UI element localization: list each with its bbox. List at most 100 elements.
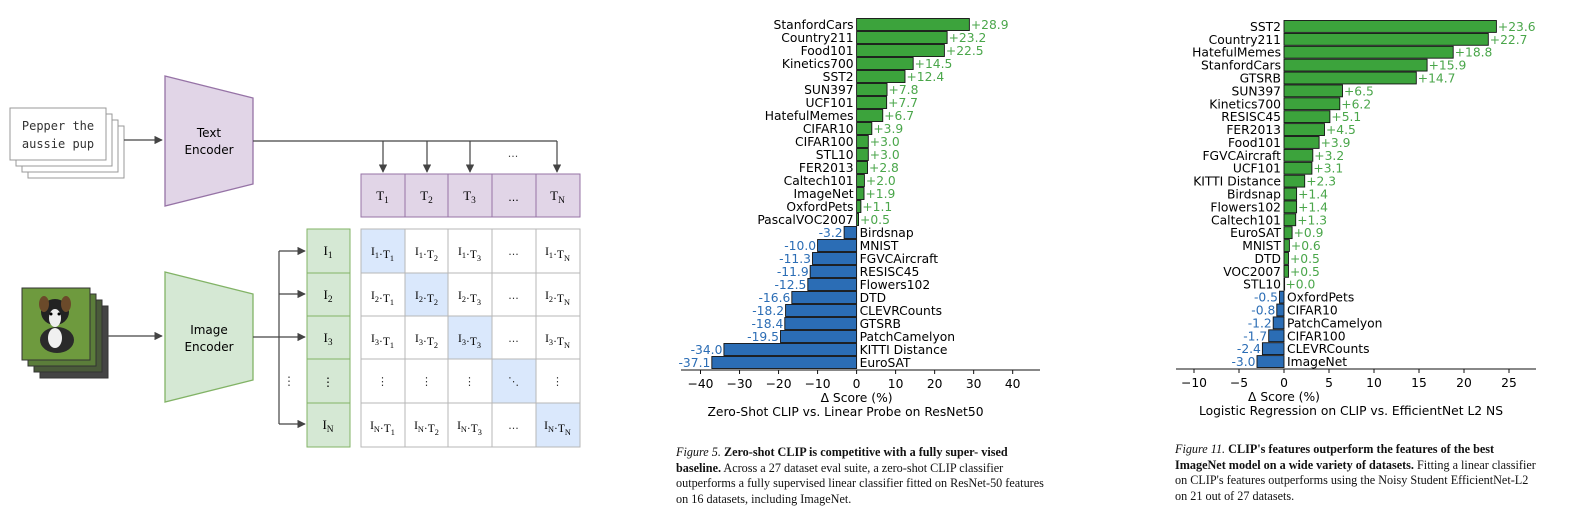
category-label: Caltech101 [784, 174, 854, 188]
bar-country211 [1283, 32, 1489, 46]
category-label: Kinetics700 [782, 57, 854, 71]
bar-country211 [856, 31, 948, 44]
value-label: -10.0 [784, 239, 816, 253]
matrix-cell-label: I2·T2 [415, 290, 438, 307]
category-label: RESISC45 [860, 265, 920, 279]
text-token-cell [535, 173, 581, 218]
x-tick-label: −10 [1181, 376, 1207, 390]
category-label: SST2 [823, 70, 854, 84]
value-label: -37.1 [678, 356, 710, 370]
value-label: +22.7 [1490, 33, 1528, 47]
value-label: +22.5 [946, 44, 984, 58]
bar-fgvcaircraft [1283, 148, 1314, 162]
category-label: GTSRB [860, 317, 901, 331]
value-label: -11.3 [779, 252, 811, 266]
x-tick-label: 20 [1456, 376, 1472, 390]
category-label: PascalVOC2007 [757, 213, 853, 227]
value-label: -0.5 [1254, 291, 1278, 305]
matrix-cell-label: ... [508, 332, 519, 345]
x-tick-label: −5 [1230, 376, 1248, 390]
value-label: +3.9 [873, 122, 903, 136]
value-label: +7.7 [888, 96, 918, 110]
x-tick-label: 0 [853, 377, 861, 391]
bar-gtsrb [784, 317, 858, 330]
chart-logreg-clip-vs-efficientnet: SST2 +23.6 Country211 +22.7 HatefulMemes +18.… [1176, 20, 1536, 418]
clip-diagram: Pepper the aussie pup Text Encoder ... [9, 75, 581, 448]
chart-subtitle: Logistic Regression on CLIP vs. Efficien… [1199, 404, 1503, 418]
bar-flowers102 [1283, 200, 1298, 214]
value-label: -18.4 [751, 317, 783, 331]
matrix-cell [491, 315, 537, 361]
category-label: EuroSAT [1230, 226, 1281, 240]
value-label: +1.3 [1297, 213, 1327, 227]
bar-fgvcaircraft [812, 252, 858, 265]
image-bus-vdots: ⋮ [283, 374, 295, 388]
category-label: FER2013 [1226, 123, 1281, 137]
bar-dtd [1283, 252, 1289, 265]
value-label: -3.0 [1232, 355, 1256, 369]
matrix-diagonal-cell [535, 402, 581, 448]
chart-zero-shot-vs-linear-probe: StanfordCars +28.9 Country211 +23.2 Food101 +… [678, 18, 1040, 419]
category-label: CIFAR10 [803, 122, 854, 136]
x-tick-label: 30 [966, 377, 982, 391]
matrix-cell-label: ⋮ [421, 375, 432, 388]
value-label: +0.0 [1286, 278, 1316, 292]
matrix-cell [404, 358, 450, 404]
category-label: STL10 [1243, 278, 1281, 292]
value-label: +3.2 [1314, 149, 1344, 163]
x-tick-label: −10 [805, 377, 831, 391]
matrix-cell-label: ⋱ [508, 375, 519, 388]
value-label: -19.5 [747, 330, 779, 344]
value-label: +18.8 [1455, 46, 1493, 60]
category-label: Food101 [1228, 136, 1281, 150]
text-token-label: ... [508, 191, 519, 204]
bar-sst2 [1283, 20, 1497, 33]
value-label: +2.8 [869, 161, 899, 175]
image-token-label: ⋮ [322, 375, 334, 389]
category-label: ImageNet [1287, 355, 1347, 369]
value-label: +0.9 [1294, 226, 1324, 240]
value-label: +1.1 [862, 200, 892, 214]
bar-kitti-distance [723, 343, 858, 356]
matrix-cell-label: ⋮ [377, 375, 388, 388]
category-label: Country211 [781, 31, 853, 45]
figure-11-bold: CLIP's features outperform the features … [1175, 442, 1495, 472]
bar-patchcamelyon [1272, 316, 1285, 330]
matrix-cell-label: I2·T3 [458, 290, 481, 307]
text-token-label: TN [550, 188, 565, 206]
image-token-label: I3 [323, 330, 332, 348]
bar-kitti-distance [1283, 174, 1306, 188]
matrix-cell-label: I2·T1 [371, 290, 394, 307]
category-label: CIFAR10 [1287, 304, 1338, 318]
text-token-label: T1 [376, 188, 389, 206]
matrix-cell-label: ⋮ [464, 375, 475, 388]
category-label: DTD [860, 291, 886, 305]
value-label: +3.1 [1313, 162, 1343, 176]
value-label: -3.2 [819, 226, 843, 240]
x-axis-title: Δ Score (%) [1248, 390, 1320, 404]
text-encoder-shape [164, 75, 254, 207]
category-label: SUN397 [804, 83, 853, 97]
matrix-cell [447, 272, 493, 318]
bar-patchcamelyon [780, 330, 858, 343]
category-label: PatchCamelyon [1287, 316, 1382, 330]
value-label: -18.2 [752, 304, 784, 318]
category-label: KITTI Distance [860, 343, 948, 357]
category-label: VOC2007 [1223, 265, 1281, 279]
category-label: RESISC45 [1221, 110, 1281, 124]
bar-caltech101 [1283, 213, 1297, 227]
matrix-cell-label: I3·T2 [415, 333, 438, 350]
value-label: -2.4 [1237, 342, 1261, 356]
value-label: -34.0 [691, 343, 723, 357]
value-label: +2.0 [866, 174, 896, 188]
bar-sun397 [1283, 84, 1343, 98]
figure-11-label: Figure 11. [1175, 442, 1226, 456]
bar-sun397 [856, 83, 888, 96]
bar-sst2 [856, 70, 906, 83]
text-token-cell [491, 173, 537, 218]
category-label: FGVCAircraft [860, 252, 939, 266]
category-label: PatchCamelyon [860, 330, 955, 344]
category-label: FER2013 [799, 161, 854, 175]
category-label: CIFAR100 [795, 135, 854, 149]
x-tick-label: −20 [766, 377, 792, 391]
